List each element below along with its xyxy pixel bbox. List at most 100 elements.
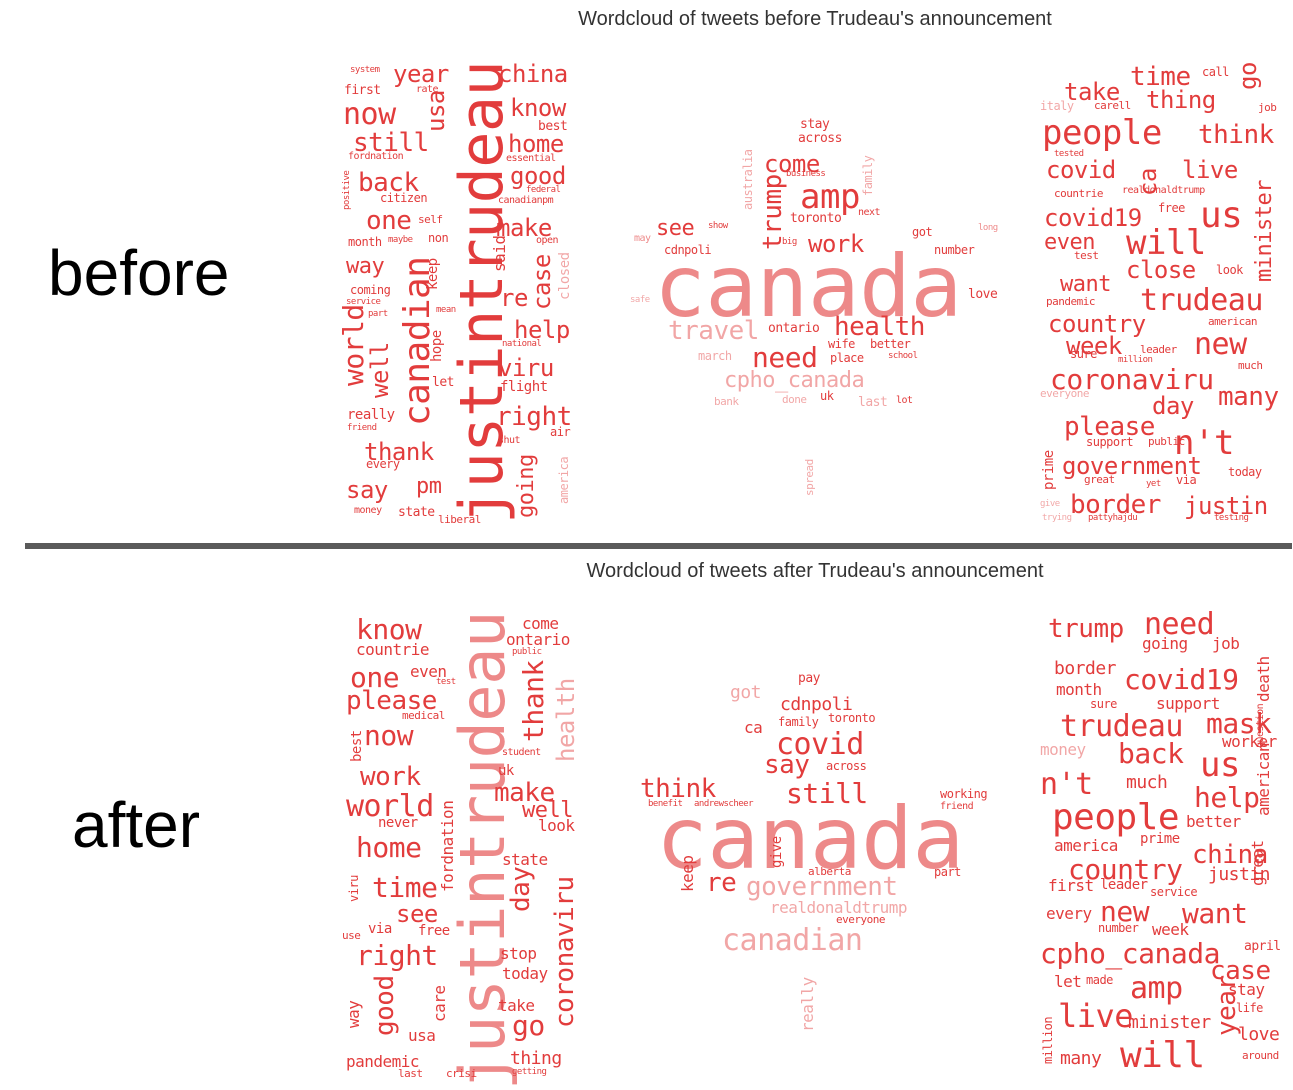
word-after-leader: leader xyxy=(1100,877,1148,893)
word-after-america: america xyxy=(1054,836,1118,855)
word-after-month: month xyxy=(1056,680,1102,699)
word-before-next: next xyxy=(858,207,881,218)
word-after-people: people xyxy=(1052,797,1180,838)
word-before-mean: mean xyxy=(436,305,456,315)
word-after-coronaviru: coronaviru xyxy=(550,876,580,1028)
word-after-pandemic: pandemic xyxy=(346,1052,420,1071)
word-after-question: question xyxy=(1255,703,1266,748)
word-before-american: american xyxy=(1208,315,1257,328)
word-after-great: great xyxy=(1248,840,1267,886)
word-before-re: re xyxy=(500,284,528,312)
word-before-good: good xyxy=(510,162,566,190)
word-before-really: really xyxy=(347,407,395,423)
word-before-prime: prime xyxy=(1041,450,1057,490)
word-after-test: test xyxy=(436,677,456,687)
word-after-usa: usa xyxy=(408,1026,436,1045)
word-before-think: think xyxy=(1198,120,1274,150)
word-after-know: know xyxy=(356,613,422,646)
word-after-love: love xyxy=(1238,1024,1280,1045)
word-before-job: job xyxy=(1258,101,1277,114)
panel-after: Wordcloud of tweets after Trudeau's anno… xyxy=(0,552,1293,1090)
word-before-thing: thing xyxy=(1146,86,1216,114)
word-before-family: family xyxy=(861,155,875,196)
word-before-done: done xyxy=(782,393,807,406)
word-after-live: live xyxy=(1058,997,1134,1035)
word-after-alberta: alberta xyxy=(808,865,851,878)
word-after-year: year xyxy=(1212,975,1242,1036)
word-before-give: give xyxy=(1040,499,1060,509)
word-before-everyone: everyone xyxy=(1040,387,1089,400)
word-after-say: say xyxy=(764,750,810,780)
word-after-better: better xyxy=(1186,812,1241,831)
word-after-service: service xyxy=(1150,885,1198,899)
word-before-go: go xyxy=(1234,62,1262,90)
word-before-sure: sure xyxy=(1070,347,1097,361)
word-before-essential: essential xyxy=(506,153,556,164)
word-after-realdonaldtrump: realdonaldtrump xyxy=(770,898,908,917)
word-before-across: across xyxy=(798,131,842,146)
word-before-minister: minister xyxy=(1252,180,1277,282)
word-after-time: time xyxy=(372,871,438,904)
word-before-air: air xyxy=(550,425,571,439)
word-before-tested: tested xyxy=(1054,149,1084,159)
word-before-testing: testing xyxy=(1214,513,1249,523)
word-before-best: best xyxy=(538,119,568,134)
word-after-back: back xyxy=(1118,737,1184,770)
word-before-business: business xyxy=(786,169,826,179)
word-after-part: part xyxy=(934,865,961,879)
word-before-month: month xyxy=(348,235,382,249)
word-before-show: show xyxy=(708,221,728,231)
word-after-make: make xyxy=(494,778,555,808)
word-before-week: week xyxy=(1066,332,1122,360)
word-before-part: part xyxy=(368,309,388,319)
word-after-minister: minister xyxy=(1128,1012,1211,1033)
word-after-best: best xyxy=(349,730,365,762)
word-after-getting: getting xyxy=(512,1067,547,1077)
word-after-first: first xyxy=(1048,876,1094,895)
word-before-safe: safe xyxy=(630,295,650,305)
word-before-look: look xyxy=(1216,263,1243,277)
side-label-before: before xyxy=(48,237,230,309)
word-before-free: free xyxy=(1158,201,1185,215)
word-before-work: work xyxy=(808,230,864,258)
word-before-say: say xyxy=(346,476,388,504)
word-before-take: take xyxy=(1064,78,1120,106)
word-before-china: china xyxy=(498,60,568,88)
word-before-wife: wife xyxy=(828,337,855,351)
word-before-n-t: n't xyxy=(1174,423,1234,463)
word-before-even: even xyxy=(1044,230,1095,255)
word-before-make: make xyxy=(496,214,552,242)
word-before-spread: spread xyxy=(803,459,816,496)
word-before-many: many xyxy=(1218,382,1279,412)
word-before-national: national xyxy=(502,339,542,349)
word-before-flight: flight xyxy=(500,379,548,395)
word-before-viru: viru xyxy=(498,354,554,382)
word-before-us: us xyxy=(1200,195,1243,236)
word-before-closed: closed xyxy=(557,252,573,300)
word-before-coronaviru: coronaviru xyxy=(1050,363,1214,396)
word-after-ontario: ontario xyxy=(506,630,570,649)
word-after-trudeau: trudeau xyxy=(1060,709,1183,744)
word-before-money: money xyxy=(354,505,382,516)
word-before-shut: shut xyxy=(498,435,521,446)
word-before-public: public xyxy=(1148,435,1185,448)
word-after-stop: stop xyxy=(500,944,537,963)
word-before-justin: justin xyxy=(1184,492,1268,520)
word-after-stay: stay xyxy=(1228,980,1265,999)
word-after-look: look xyxy=(538,816,575,835)
word-after-countrie: countrie xyxy=(356,640,430,659)
word-before-government: government xyxy=(1062,452,1202,480)
word-before-going: going xyxy=(514,454,539,518)
word-before-every: every xyxy=(366,457,400,471)
word-after-give: give xyxy=(769,836,785,868)
word-after-medical: medical xyxy=(402,709,445,722)
word-before-ontario: ontario xyxy=(768,321,820,336)
word-after-health: health xyxy=(552,678,580,762)
word-before-trying: trying xyxy=(1042,513,1072,523)
word-before-cdnpoli: cdnpoli xyxy=(664,243,712,257)
word-after-crisi: crisi xyxy=(446,1067,477,1080)
word-after-thank: thank xyxy=(517,660,550,742)
word-before-call: call xyxy=(1202,65,1229,79)
word-after-today: today xyxy=(502,964,548,983)
word-after-even: even xyxy=(410,662,447,681)
